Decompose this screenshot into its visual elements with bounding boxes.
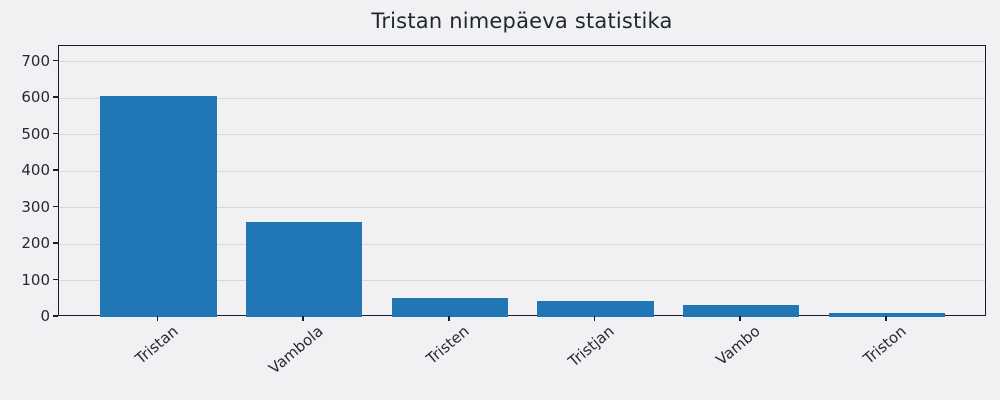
gridline — [59, 207, 985, 209]
y-tick-mark — [53, 96, 58, 98]
gridline — [59, 134, 985, 136]
bar — [828, 313, 945, 317]
gridline — [59, 170, 985, 172]
y-tick-label: 600 — [21, 88, 50, 107]
y-tick-mark — [53, 169, 58, 171]
y-tick-label: 300 — [21, 197, 50, 216]
y-tick-mark — [53, 205, 58, 208]
bar — [245, 222, 363, 317]
y-tick-mark — [53, 132, 58, 135]
y-tick-mark — [53, 315, 58, 317]
x-tick-mark — [302, 316, 304, 321]
y-tick-label: 0 — [40, 307, 50, 325]
gridline — [59, 97, 985, 99]
y-tick-label: 500 — [21, 124, 50, 143]
x-tick-mark — [448, 316, 450, 321]
x-tick-mark — [156, 316, 159, 321]
y-tick-label: 700 — [21, 51, 50, 70]
bar — [537, 301, 654, 317]
y-tick-label: 400 — [21, 161, 50, 180]
gridline — [59, 280, 985, 282]
y-tick-label: 100 — [21, 270, 50, 289]
gridline — [59, 243, 985, 245]
y-tick-mark — [53, 278, 58, 281]
chart-title: Tristan nimepäeva statistika — [371, 9, 673, 33]
bar — [391, 298, 509, 317]
bar — [100, 95, 217, 317]
plot-area — [58, 45, 986, 317]
x-tick-mark — [593, 316, 596, 321]
bar — [682, 305, 800, 317]
y-tick-mark — [53, 59, 58, 62]
gridline — [59, 61, 985, 63]
y-tick-mark — [53, 242, 58, 244]
x-tick-mark — [739, 316, 741, 321]
x-tick-mark — [885, 316, 887, 321]
y-tick-label: 200 — [21, 234, 50, 253]
x-tick-label: Tristan — [131, 322, 182, 368]
